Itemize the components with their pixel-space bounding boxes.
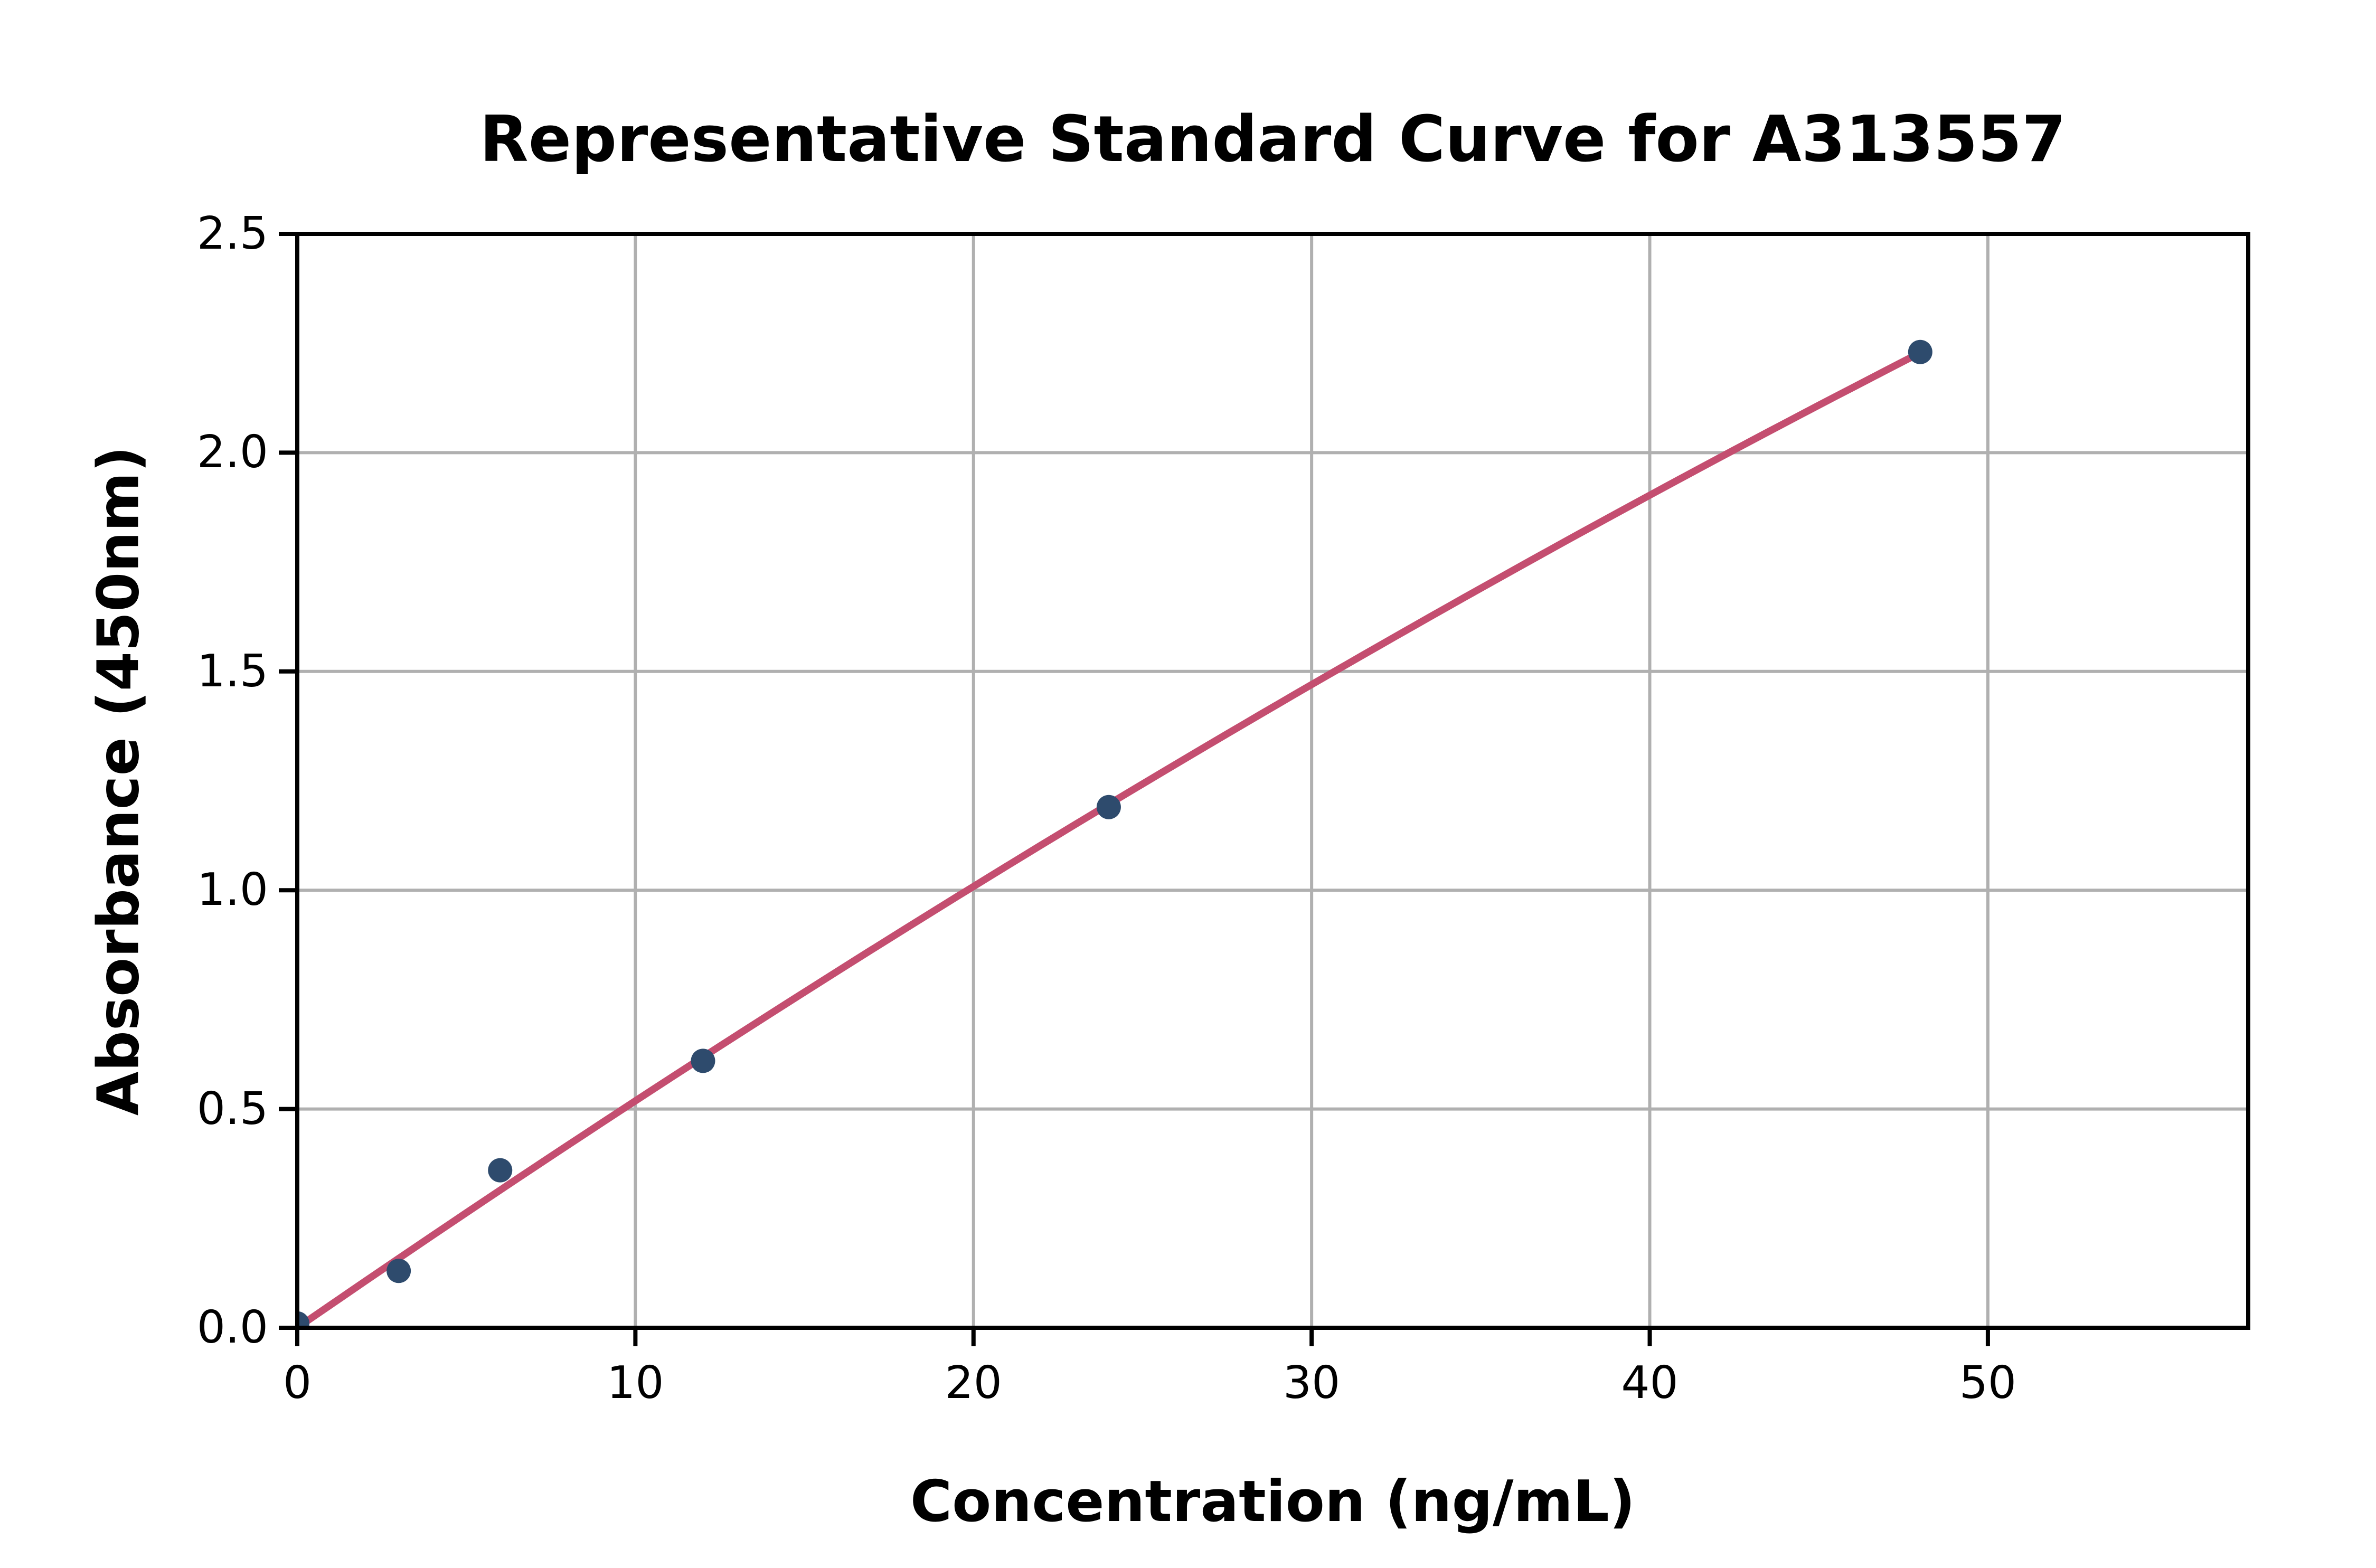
data-point bbox=[297, 1311, 309, 1328]
x-tick-label: 50 bbox=[1959, 1357, 2016, 1409]
data-point bbox=[386, 1259, 411, 1283]
data-points bbox=[297, 339, 1932, 1328]
x-tick-label: 20 bbox=[945, 1357, 1002, 1409]
axes-frame bbox=[295, 232, 2250, 1330]
tick-marks bbox=[279, 232, 1990, 1346]
y-axis-label: Absorbance (450nm) bbox=[86, 446, 152, 1116]
x-axis-label: Concentration (ng/mL) bbox=[910, 1469, 1636, 1535]
x-tick-label: 30 bbox=[1283, 1357, 1341, 1409]
y-tick-label: 1.5 bbox=[196, 645, 268, 697]
data-point bbox=[488, 1158, 513, 1183]
x-tick-label: 0 bbox=[282, 1357, 312, 1409]
y-tick-label: 2.0 bbox=[196, 426, 268, 479]
y-tick-label: 0.5 bbox=[196, 1082, 268, 1135]
chart-title: Representative Standard Curve for A31355… bbox=[479, 103, 2066, 176]
y-tick-label: 0.0 bbox=[196, 1301, 268, 1354]
data-point bbox=[1096, 795, 1121, 819]
y-tick-label: 2.5 bbox=[196, 207, 268, 260]
data-point bbox=[691, 1049, 715, 1073]
gridlines bbox=[297, 234, 2248, 1328]
fit-line bbox=[297, 350, 1922, 1328]
x-tick-label: 40 bbox=[1621, 1357, 1679, 1409]
x-tick-label: 10 bbox=[607, 1357, 664, 1409]
y-tick-label: 1.0 bbox=[196, 864, 268, 917]
data-point bbox=[1908, 339, 1932, 364]
